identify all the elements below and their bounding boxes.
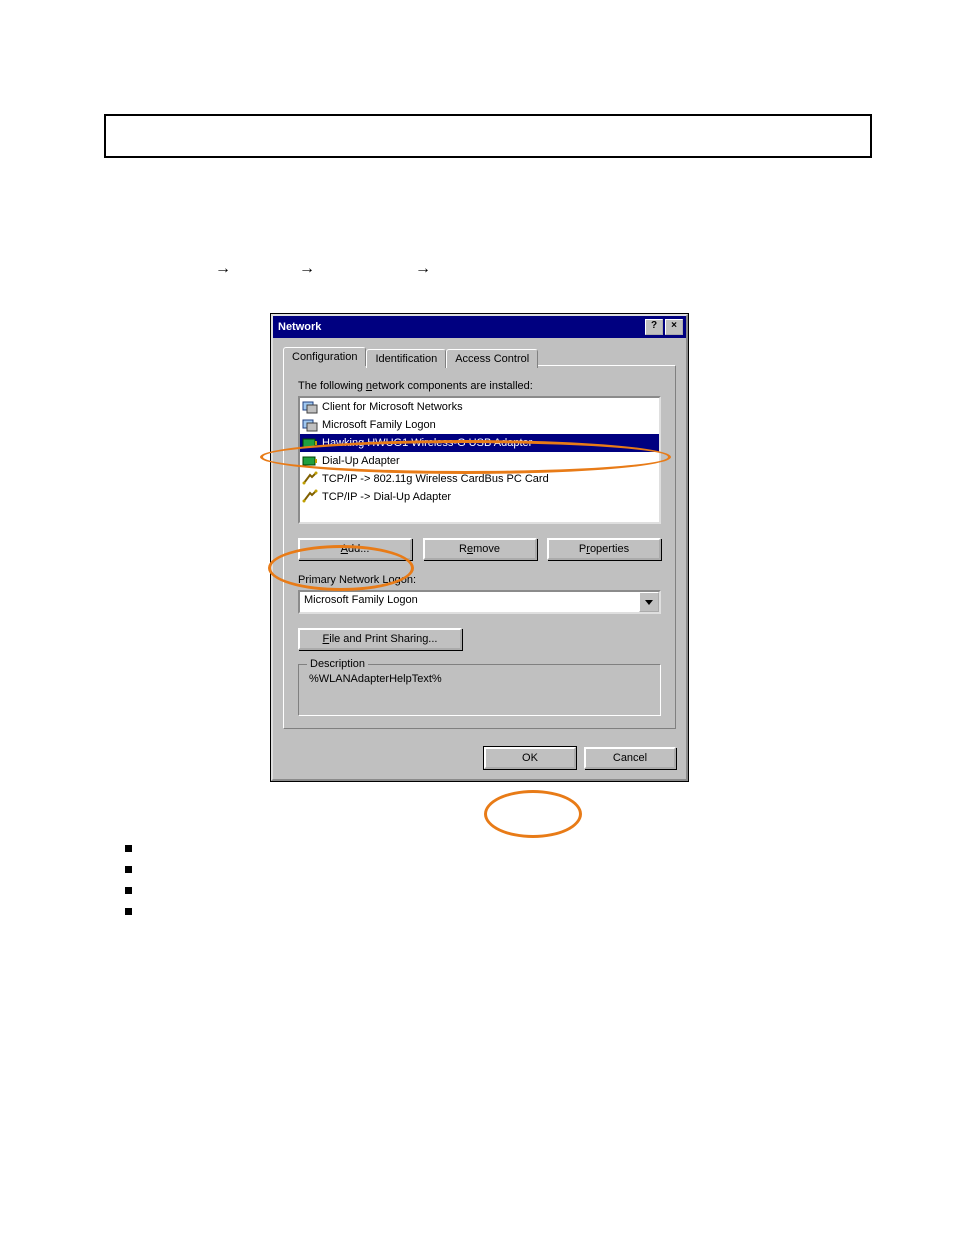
list-item-label: Client for Microsoft Networks (322, 401, 463, 413)
list-item[interactable]: Dial-Up Adapter (300, 452, 659, 470)
arrow-icon: → (415, 260, 431, 278)
cancel-button[interactable]: Cancel (584, 747, 676, 769)
help-button[interactable]: ? (645, 319, 663, 335)
list-item[interactable]: Microsoft Family Logon (300, 416, 659, 434)
primary-logon-value: Microsoft Family Logon (300, 592, 639, 612)
description-group: Description %WLANAdapterHelpText% (298, 664, 661, 716)
tab-configuration[interactable]: Configuration (283, 347, 366, 366)
bullet-square (125, 845, 132, 852)
list-item[interactable]: TCP/IP -> 802.11g Wireless CardBus PC Ca… (300, 470, 659, 488)
tab-identification[interactable]: Identification (366, 349, 446, 368)
description-text: %WLANAdapterHelpText% (309, 673, 650, 685)
titlebar[interactable]: Network ? × (273, 316, 686, 338)
list-item-label: Microsoft Family Logon (322, 419, 436, 431)
primary-logon-label: Primary Network Logon: (298, 574, 661, 586)
list-item-label: Hawking HWUG1 Wireless-G USB Adapter (322, 437, 532, 449)
tab-panel-configuration: The following network components are ins… (283, 365, 676, 729)
components-label: The following network components are ins… (298, 380, 661, 392)
arrow-icon: → (299, 260, 315, 278)
remove-button[interactable]: Remove (423, 538, 537, 560)
tab-access-control[interactable]: Access Control (446, 349, 538, 368)
close-button[interactable]: × (665, 319, 683, 335)
dialog-title: Network (276, 321, 321, 333)
file-print-sharing-button[interactable]: File and Print Sharing... (298, 628, 462, 650)
net-client-icon (302, 417, 318, 433)
list-item[interactable]: Hawking HWUG1 Wireless-G USB Adapter (300, 434, 659, 452)
properties-button[interactable]: Properties (547, 538, 661, 560)
net-proto-icon (302, 471, 318, 487)
list-item-label: TCP/IP -> Dial-Up Adapter (322, 491, 451, 503)
tab-strip: Configuration Identification Access Cont… (283, 347, 676, 366)
dialog-client: Configuration Identification Access Cont… (273, 338, 686, 739)
arrow-icon: → (215, 260, 231, 278)
breadcrumb-arrows: → → → (0, 260, 954, 280)
net-proto-icon (302, 489, 318, 505)
description-legend: Description (307, 658, 368, 670)
bullet-list (125, 845, 132, 915)
add-button[interactable]: Add... (298, 538, 412, 560)
dialog-footer: OK Cancel (273, 739, 686, 779)
ok-button[interactable]: OK (484, 747, 576, 769)
chevron-down-icon[interactable] (639, 592, 659, 612)
list-item-label: TCP/IP -> 802.11g Wireless CardBus PC Ca… (322, 473, 549, 485)
primary-logon-combo[interactable]: Microsoft Family Logon (298, 590, 661, 614)
list-item[interactable]: Client for Microsoft Networks (300, 398, 659, 416)
components-listbox[interactable]: Client for Microsoft Networks Microsoft … (298, 396, 661, 524)
bullet-square (125, 887, 132, 894)
annotation-ellipse-ok-button (484, 790, 582, 838)
bullet-square (125, 866, 132, 873)
net-adapter-icon (302, 453, 318, 469)
page-header-box (104, 114, 872, 158)
bullet-square (125, 908, 132, 915)
network-dialog: Network ? × Configuration Identification… (271, 314, 688, 781)
net-client-icon (302, 399, 318, 415)
component-buttons: Add... Remove Properties (298, 538, 661, 560)
net-adapter-icon (302, 435, 318, 451)
list-item-label: Dial-Up Adapter (322, 455, 400, 467)
list-item[interactable]: TCP/IP -> Dial-Up Adapter (300, 488, 659, 506)
